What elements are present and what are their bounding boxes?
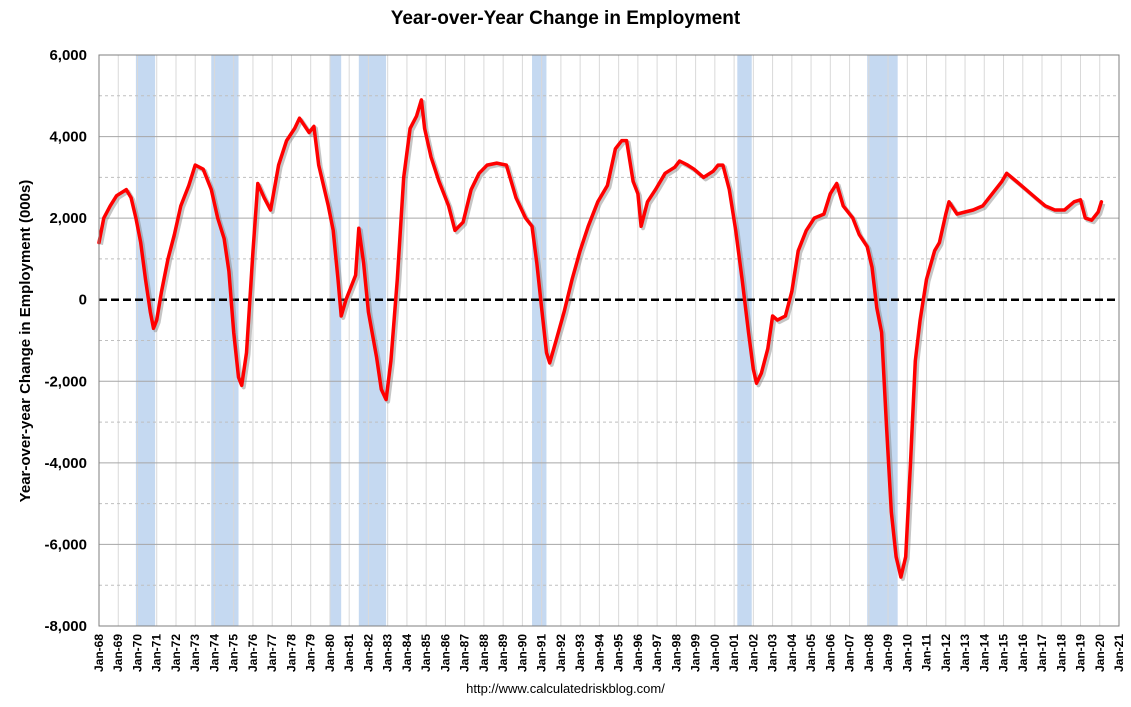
y-tick-label: -6,000: [44, 536, 87, 553]
y-tick-label: 4,000: [49, 129, 87, 146]
x-tick-label: Jan-18: [1054, 634, 1068, 672]
x-tick-label: Jan-00: [708, 634, 722, 672]
x-tick-label: Jan-88: [477, 634, 491, 672]
plot-border: [98, 54, 1120, 627]
x-tick-label: Jan-11: [920, 634, 934, 672]
x-tick-label: Jan-16: [1016, 634, 1030, 672]
x-tick-label: Jan-73: [188, 634, 202, 672]
x-tick-label: Jan-17: [1035, 634, 1049, 672]
x-tick-label: Jan-93: [573, 634, 587, 672]
x-tick-label: Jan-79: [304, 634, 318, 672]
y-tick-label: -8,000: [44, 618, 87, 635]
x-tick-label: Jan-20: [1093, 634, 1107, 672]
x-tick-label: Jan-94: [592, 634, 606, 672]
recession-band-0: [135, 55, 156, 626]
x-tick-label: Jan-19: [1074, 634, 1088, 672]
y-axis-label: Year-over-year Change in Employment (000…: [17, 180, 34, 503]
x-tick-label: Jan-86: [438, 634, 452, 672]
x-tick-label: Jan-91: [535, 634, 549, 672]
x-tick-label: Jan-99: [689, 634, 703, 672]
series-line-0: [97, 98, 1104, 579]
x-tick-label: Jan-84: [400, 634, 414, 672]
x-tick-label: Jan-01: [727, 634, 741, 672]
x-tick-label: Jan-02: [746, 634, 760, 672]
x-tick-label: Jan-75: [227, 634, 241, 672]
y-tick-label: -4,000: [44, 455, 87, 472]
x-tick-label: Jan-09: [881, 634, 895, 672]
x-tick-label: Jan-82: [361, 634, 375, 672]
x-tick-label: Jan-78: [284, 634, 298, 672]
recession-band-5: [737, 55, 752, 626]
x-tick-label: Jan-15: [997, 634, 1011, 672]
x-tick-label: Jan-13: [958, 634, 972, 672]
y-tick-label: -2,000: [44, 373, 87, 390]
x-tick-label: Jan-74: [207, 634, 221, 672]
x-tick-label: Jan-90: [515, 634, 529, 672]
x-tick-label: Jan-83: [381, 634, 395, 672]
x-tick-label: Jan-14: [977, 634, 991, 672]
x-tick-label: Jan-80: [323, 634, 337, 672]
y-tick-label: 0: [79, 292, 87, 309]
y-tick-label: 6,000: [49, 47, 87, 64]
x-tick-label: Jan-87: [458, 634, 472, 672]
x-tick-label: Jan-07: [843, 634, 857, 672]
x-tick-label: Jan-89: [496, 634, 510, 672]
x-tick-label: Jan-95: [612, 634, 626, 672]
x-tick-label: Jan-92: [554, 634, 568, 672]
x-tick-label: Jan-10: [900, 634, 914, 672]
series-layer: [97, 98, 1119, 582]
x-axis-ticks: Jan-68 Jan-69 Jan-70 Jan-71 Jan-72 Jan-73 Jan-…: [92, 634, 1126, 672]
series-line-shadow: [99, 99, 1106, 582]
x-tick-label: Jan-72: [169, 634, 183, 672]
x-tick-label: Jan-04: [785, 634, 799, 672]
source-note: http://www.calculatedriskblog.com/: [466, 681, 665, 696]
x-tick-label: Jan-03: [766, 634, 780, 672]
y-axis-ticks: 6,000 4,000 2,000 0 -2,000 -4,000 -6,000 -8,000: [44, 47, 87, 635]
x-tick-label: Jan-21: [1112, 634, 1126, 672]
chart-title: Year-over-Year Change in Employment: [390, 8, 741, 29]
x-tick-label: Jan-96: [631, 634, 645, 672]
x-tick-label: Jan-85: [419, 634, 433, 672]
x-tick-label: Jan-12: [939, 634, 953, 672]
x-tick-label: Jan-70: [130, 634, 144, 672]
x-tick-label: Jan-69: [111, 634, 125, 672]
x-tick-label: Jan-06: [823, 634, 837, 672]
x-tick-label: Jan-08: [862, 634, 876, 672]
x-tick-label: Jan-98: [669, 634, 683, 672]
x-tick-label: Jan-05: [804, 634, 818, 672]
x-tick-label: Jan-81: [342, 634, 356, 672]
x-tick-label: Jan-77: [265, 634, 279, 672]
x-tick-label: Jan-76: [246, 634, 260, 672]
x-tick-label: Jan-68: [92, 634, 106, 672]
x-tick-label: Jan-97: [650, 634, 664, 672]
x-tick-label: Jan-71: [150, 634, 164, 672]
y-tick-label: 2,000: [49, 210, 87, 227]
